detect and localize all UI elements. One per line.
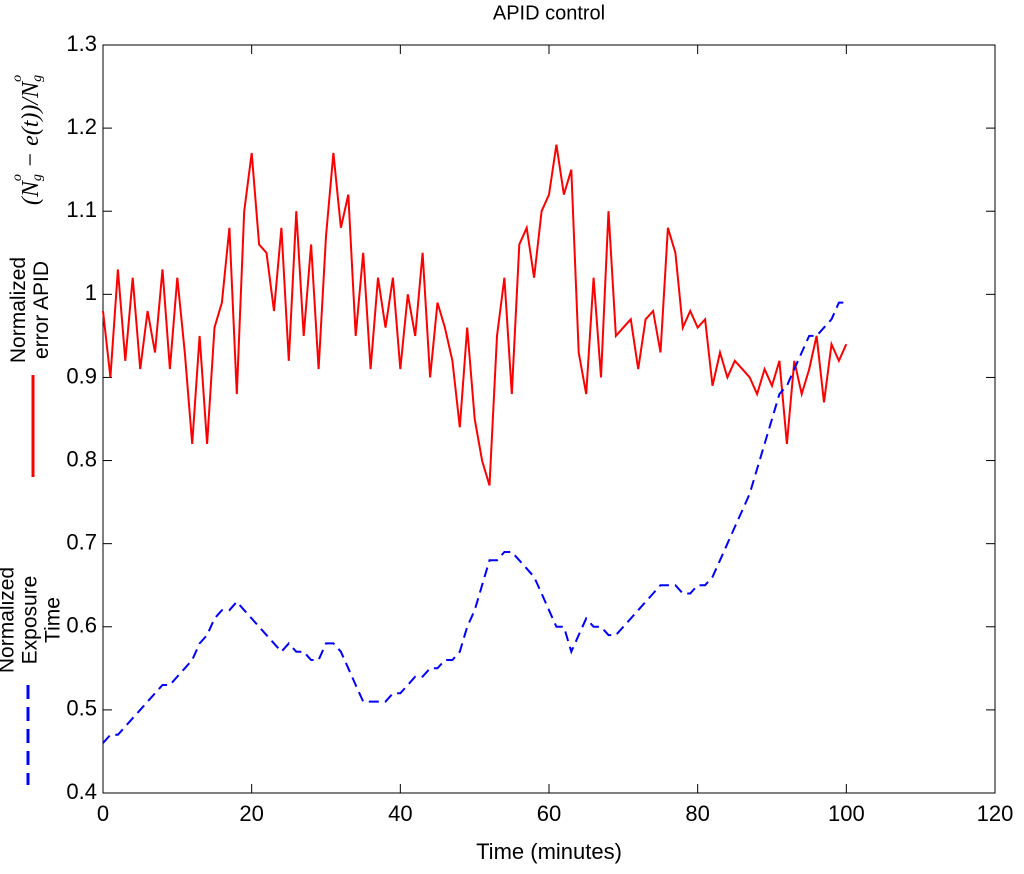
x-tick-label: 60: [537, 801, 561, 826]
chart-title: APID control: [493, 2, 605, 24]
y-tick-label: 0.8: [66, 446, 97, 471]
x-tick-label: 20: [239, 801, 263, 826]
x-tick-label: 0: [97, 801, 109, 826]
x-axis-label: Time (minutes): [476, 839, 622, 864]
y-tick-label: 1.1: [66, 197, 97, 222]
y-tick-label: 0.9: [66, 363, 97, 388]
x-tick-label: 40: [388, 801, 412, 826]
formula-part: o: [10, 174, 25, 181]
y-tick-label: 1.2: [66, 114, 97, 139]
formula-part: g: [30, 174, 45, 181]
formula-part: − e(t))/N: [18, 80, 44, 174]
y-tick-label: 0.4: [66, 779, 97, 804]
x-tick-label: 120: [977, 801, 1014, 826]
y-tick-label: 0.7: [66, 529, 97, 554]
legend-label: Normalized error APID: [7, 256, 53, 364]
y-tick-label: 1.3: [66, 31, 97, 56]
y-tick-label: 0.6: [66, 613, 97, 638]
formula-part: o: [10, 75, 25, 82]
y-tick-label: 0.5: [66, 696, 97, 721]
formula: (Ngo − e(t))/Ngo: [10, 75, 45, 205]
formula-part: g: [30, 75, 45, 82]
series-line: [102, 144, 848, 486]
legend-label: Normalized Exposure Time: [0, 566, 65, 674]
plot-frame: [102, 44, 996, 794]
series-line: [102, 301, 847, 744]
y-tick-label: 1: [85, 280, 97, 305]
formula-part: (N: [18, 179, 44, 205]
x-tick-label: 100: [828, 801, 865, 826]
x-tick-label: 80: [685, 801, 709, 826]
